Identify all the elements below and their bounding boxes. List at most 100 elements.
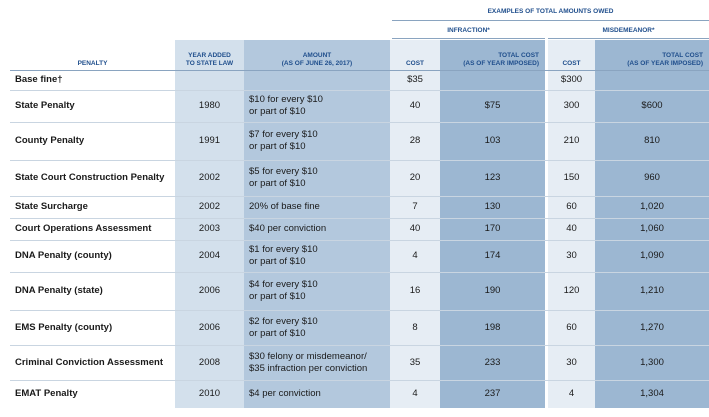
table-cell: 120 <box>548 272 595 310</box>
row-separator <box>10 310 709 311</box>
cell-text: 40 <box>409 223 421 234</box>
cell-text: $35 <box>407 74 423 85</box>
table-cell: 174 <box>440 240 545 272</box>
cell-text: 1991 <box>198 135 221 146</box>
cell-text: 60 <box>566 321 577 333</box>
cell-line: or part of $10 <box>249 141 306 152</box>
cell-text: 190 <box>484 285 501 296</box>
cell-line: $7 for every $10 <box>249 129 318 140</box>
cell-text: 30 <box>566 250 577 261</box>
cell-text: 1,020 <box>640 201 664 212</box>
row-separator <box>10 240 709 241</box>
table-cell: $4 for every $10 or part of $10 <box>244 272 390 310</box>
table-cell: $40 per conviction <box>244 218 390 240</box>
table-cell: 4 <box>390 380 440 408</box>
cell-text: 2002 <box>198 201 221 212</box>
header-line: AMOUNT <box>302 52 332 59</box>
group-title: EXAMPLES OF TOTAL AMOUNTS OWED <box>487 8 614 15</box>
cell-text: 1,304 <box>640 388 664 399</box>
cell-text: 960 <box>644 172 660 183</box>
cell-text: Criminal Conviction Assessment <box>15 356 163 368</box>
row-separator <box>10 160 709 161</box>
cell-line: $4 for every $10 <box>249 279 318 290</box>
cell-line: $1 for every $10 <box>249 244 318 255</box>
table-cell: 198 <box>440 310 545 345</box>
table-cell: 8 <box>390 310 440 345</box>
cell-line: or part of $10 <box>249 256 306 267</box>
cell-text: 237 <box>484 388 501 399</box>
cell-text: 2003 <box>198 223 221 234</box>
table-cell: 103 <box>440 122 545 160</box>
cell-text: Base fine† <box>15 74 63 85</box>
table-cell: State Court Construction Penalty <box>10 160 175 196</box>
table-cell: 123 <box>440 160 545 196</box>
header-line: (AS OF JUNE 26, 2017) <box>281 60 353 67</box>
rule <box>548 38 709 39</box>
cell-text: 300 <box>563 100 580 111</box>
header-line: COST <box>562 60 581 67</box>
subgroup-title: MISDEMEANOR* <box>602 27 655 34</box>
rule <box>392 20 709 21</box>
cell-text: 28 <box>409 135 421 146</box>
table-cell: 2004 <box>175 240 244 272</box>
cell-text: 198 <box>484 321 501 333</box>
cell-text: 30 <box>566 356 577 368</box>
table-cell: $30 felony or misdemeanor/$35 infraction… <box>244 345 390 380</box>
table-cell: 30 <box>548 345 595 380</box>
table-cell: 190 <box>440 272 545 310</box>
table-cell: State Penalty <box>10 90 175 122</box>
table-cell: 2003 <box>175 218 244 240</box>
cell-text: $300 <box>560 74 583 85</box>
header-line: PENALTY <box>77 60 108 67</box>
row-separator <box>10 90 709 91</box>
table-cell: $75 <box>440 90 545 122</box>
cell-text: 4 <box>412 250 418 261</box>
cell-text: 123 <box>484 172 501 183</box>
cell-text: 60 <box>566 201 577 212</box>
table-cell: EMS Penalty (county) <box>10 310 175 345</box>
table-cell: 1,270 <box>595 310 709 345</box>
cell-text: $75 <box>484 100 501 111</box>
cell-text: Court Operations Assessment <box>15 223 152 234</box>
cell-line: 20% of base fine <box>249 201 320 212</box>
row-separator <box>10 380 709 381</box>
cell-line: $4 per conviction <box>249 388 321 399</box>
cell-line: or part of $10 <box>249 327 306 339</box>
cell-text: 120 <box>563 285 580 296</box>
column-shade <box>548 40 595 408</box>
table-cell: $600 <box>595 90 709 122</box>
cell-text: State Surcharge <box>15 201 88 212</box>
header-line: (AS OF YEAR IMPOSED) <box>463 60 539 67</box>
header-line: YEAR ADDED <box>188 52 231 59</box>
table-cell: State Surcharge <box>10 196 175 218</box>
table-cell: 2008 <box>175 345 244 380</box>
cell-text: 1,270 <box>640 321 664 333</box>
header-line: TOTAL COST <box>498 52 539 59</box>
column-header: TOTAL COST (AS OF YEAR IMPOSED) <box>440 42 545 68</box>
table-cell: 7 <box>390 196 440 218</box>
table-cell: 2006 <box>175 272 244 310</box>
column-shade <box>175 40 244 408</box>
row-separator <box>10 345 709 346</box>
table-cell: 2002 <box>175 160 244 196</box>
header-line: TO STATE LAW <box>185 60 234 67</box>
table-cell: 1980 <box>175 90 244 122</box>
table-cell: 960 <box>595 160 709 196</box>
table-cell: County Penalty <box>10 122 175 160</box>
table-cell: 40 <box>390 90 440 122</box>
header-line: COST <box>405 60 425 67</box>
table-cell: 300 <box>548 90 595 122</box>
table-cell: 1991 <box>175 122 244 160</box>
cell-text: 1980 <box>198 100 221 111</box>
cell-text: 170 <box>484 223 501 234</box>
table-cell: $10 for every $10 or part of $10 <box>244 90 390 122</box>
cell-line: $10 for every $10 <box>249 94 323 105</box>
table-cell: 28 <box>390 122 440 160</box>
header-line: TOTAL COST <box>662 52 703 59</box>
table-cell: 170 <box>440 218 545 240</box>
cell-text: 130 <box>484 201 501 212</box>
table-cell: $5 for every $10 or part of $10 <box>244 160 390 196</box>
cell-line: $35 infraction per conviction <box>249 362 368 374</box>
table-cell: 1,210 <box>595 272 709 310</box>
table-cell: 1,090 <box>595 240 709 272</box>
